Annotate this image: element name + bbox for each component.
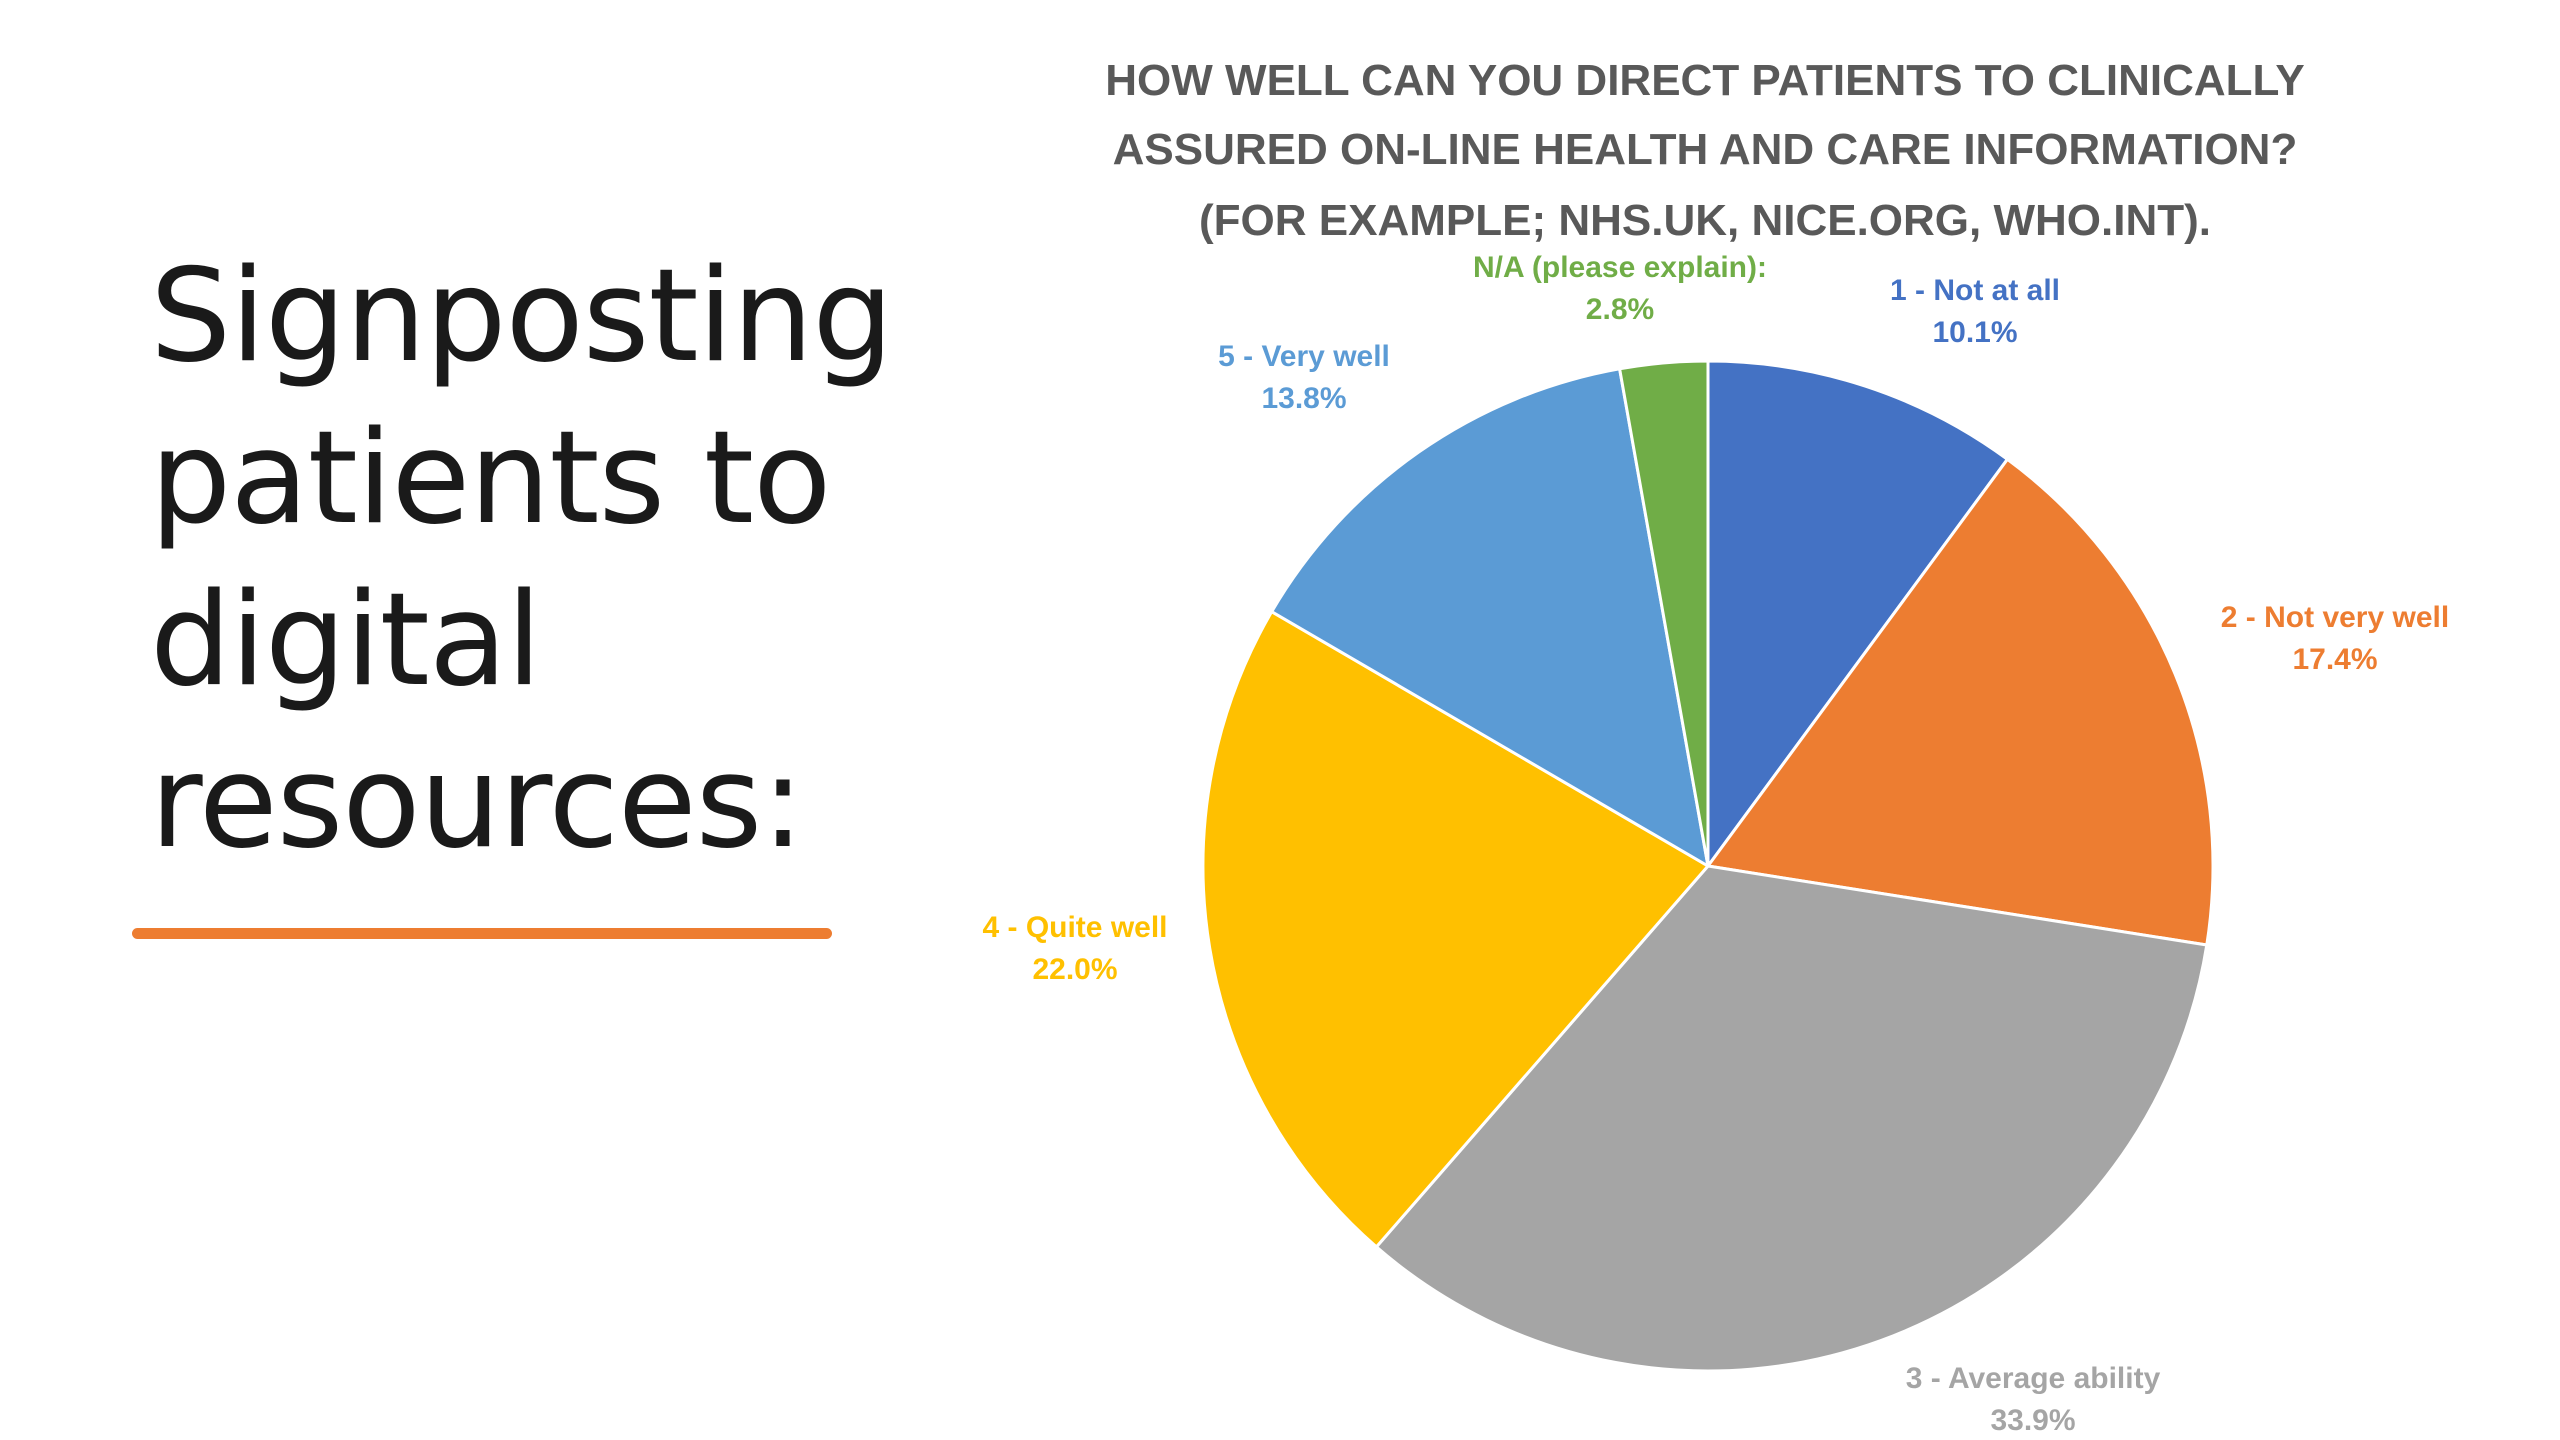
chart-title-line: HOW WELL CAN YOU DIRECT PATIENTS TO CLIN… [1105,56,2304,105]
slide-title-line: Signposting [150,242,894,391]
slice-value-label: 10.1% [1932,316,2017,349]
slice-label: N/A (please explain): [1473,251,1767,284]
chart-title-line: ASSURED ON-LINE HEALTH AND CARE INFORMAT… [1113,125,2298,174]
pie-slice [1374,864,2209,1373]
slice-value-label: 13.8% [1261,382,1346,415]
chart-title: HOW WELL CAN YOU DIRECT PATIENTS TO CLIN… [1105,56,2304,245]
pie-slice [1706,457,2215,947]
pie-slices [1201,359,2215,1373]
slice-label: 2 - Not very well [2221,601,2449,634]
slice-value-label: 22.0% [1032,953,1117,986]
slide-title-line: digital [150,566,542,715]
pie-slice [1618,359,1710,868]
pie-slice [1270,367,1710,868]
pie-slice [1201,610,1710,1249]
title-underline [132,928,832,939]
slide-title-line: resources: [150,728,804,877]
slice-value-label: 17.4% [2292,643,2377,676]
slice-label: 4 - Quite well [982,911,1167,944]
data-labels: 1 - Not at all 10.1% 2 - Not very well 17.4… [982,251,2449,1437]
slice-label: 5 - Very well [1218,340,1390,373]
slice-value-label: 33.9% [1990,1404,2075,1437]
pie-slice [1706,359,2009,868]
slide-title-line: patients to [150,404,831,553]
slide-title: Signposting patients to digital resource… [150,236,910,884]
slice-value-label: 2.8% [1586,293,1654,326]
chart-title-line: (FOR EXAMPLE; NHS.UK, NICE.ORG, WHO.INT)… [1199,196,2211,245]
slice-label: 1 - Not at all [1890,274,2060,307]
slice-label: 3 - Average ability [1906,1362,2161,1395]
